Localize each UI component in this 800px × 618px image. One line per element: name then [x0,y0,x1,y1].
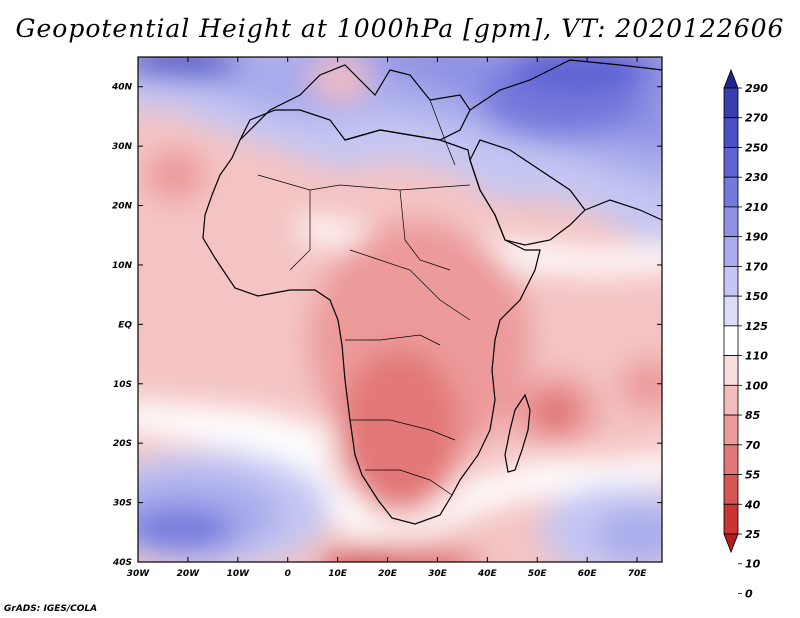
colorbar-bottom-arrow [723,533,739,554]
colorbar-label: 40 [744,498,761,511]
lat-tick-label: 20S [113,439,132,449]
colorbar-label: 250 [745,141,768,154]
lat-tick-label: 40N [111,83,133,93]
colorbar-swatch [723,414,739,446]
software-credit: GrADS: IGES/COLA [4,604,98,614]
colorbar-swatch [723,325,739,357]
colorbar-swatch [723,474,739,505]
latitude-axis: 40N 30N 20N 10N EQ 10S 20S 30S 40S [111,83,662,568]
colorbar-swatch [723,236,739,267]
lon-tick-label: 40E [477,569,498,579]
colorbar-label: 190 [745,231,768,244]
colorbar-label: 70 [745,439,761,452]
colorbar-swatch [723,384,739,416]
lat-tick-label: 30N [112,142,133,152]
colorbar: 2902702502302101901701501251101008570554… [723,68,768,600]
colorbar-label: 290 [745,82,768,95]
lon-tick-label: 10W [227,569,251,579]
lon-tick-label: 10E [328,569,348,579]
colorbar-label: 10 [745,558,761,571]
lon-tick-label: 0 [285,569,291,579]
colorbar-swatch [723,117,739,148]
colorbar-label: 0 [745,587,753,600]
lat-tick-label: EQ [118,320,132,330]
lat-tick-label: 30S [113,499,132,509]
colorbar-swatch [723,87,739,119]
coastlines [202,59,662,525]
colorbar-swatch [723,355,739,386]
lon-tick-label: 60E [578,569,598,579]
lat-tick-label: 20N [112,202,133,212]
colorbar-swatch [723,503,739,535]
colorbar-swatch [723,265,739,297]
map-title: Geopotential Height at 1000hPa [gpm], VT… [15,14,785,43]
colorbar-label: 110 [745,350,768,363]
lon-tick-label: 30W [127,569,151,579]
longitude-axis: 30W 20W 10W 0 10E 20E 30E 40E 50E 60E 70E [127,57,647,579]
lat-tick-label: 10S [113,380,132,390]
lat-tick-label: 10N [112,261,133,271]
colorbar-label: 210 [745,201,768,214]
geopotential-field [138,57,662,562]
lon-tick-label: 50E [528,569,548,579]
colorbar-swatch [723,444,739,475]
colorbar-swatch [723,147,739,178]
lon-tick-label: 20W [177,569,201,579]
colorbar-label: 270 [745,112,768,125]
colorbar-label: 25 [745,528,761,541]
colorbar-label: 55 [745,469,761,482]
colorbar-label: 125 [745,320,768,333]
colorbar-label: 85 [745,409,761,422]
lat-tick-label: 40S [112,558,132,568]
colorbar-label: 100 [745,379,768,392]
lon-tick-label: 70E [628,569,648,579]
lon-tick-label: 30E [428,569,448,579]
colorbar-swatch [723,176,739,208]
colorbar-label: 170 [745,260,768,273]
lon-tick-label: 20E [378,569,398,579]
colorbar-label: 230 [745,171,768,184]
colorbar-swatch [723,206,739,238]
colorbar-label: 150 [745,290,768,303]
colorbar-swatch [723,295,739,327]
colorbar-top-arrow [723,68,739,89]
plot-frame [137,56,663,563]
